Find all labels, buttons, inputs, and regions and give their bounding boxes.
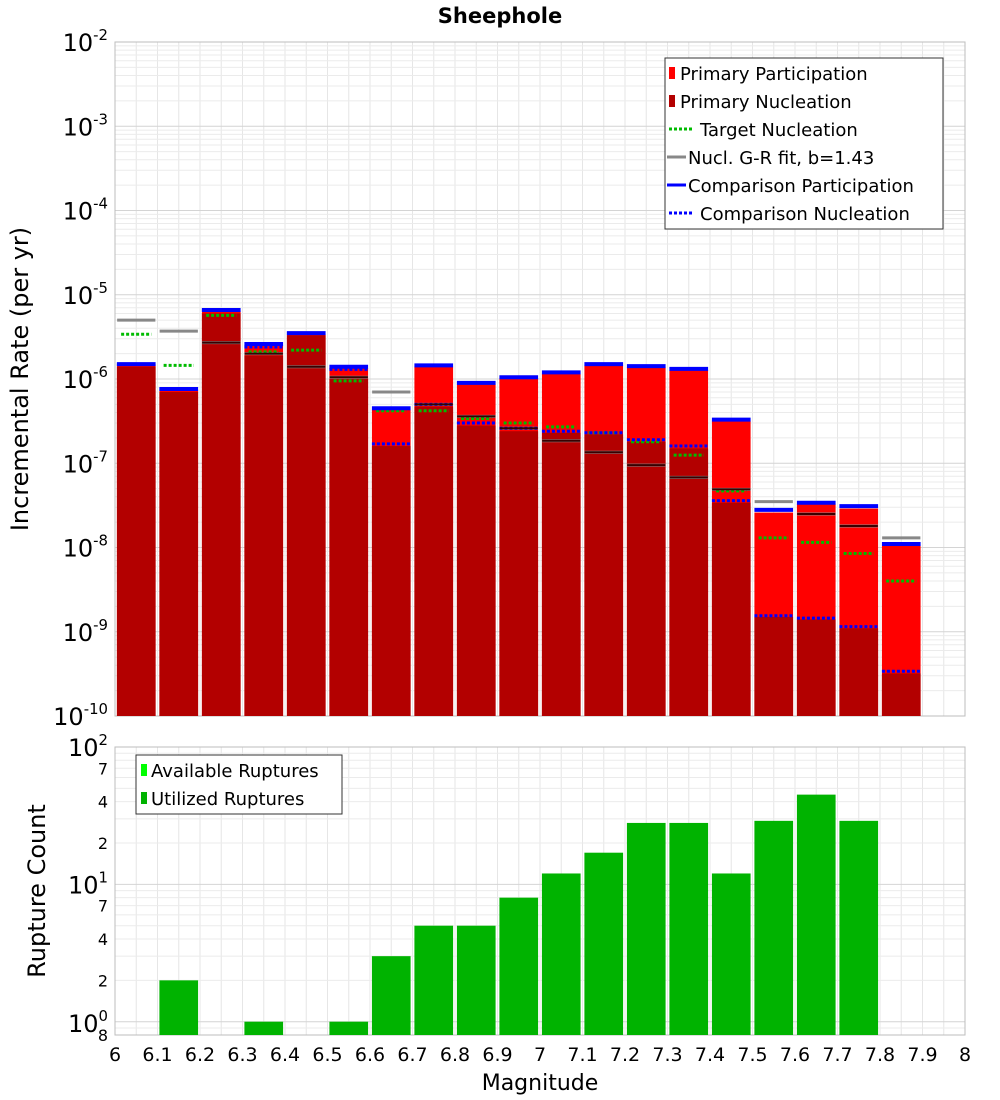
x-tick-label: 7.9: [907, 1044, 937, 1066]
legend-entry: Comparison Participation: [688, 176, 914, 197]
primary-nucleation-bar: [116, 366, 156, 716]
top-legend: Primary Participation Primary Nucleation T…: [664, 57, 944, 230]
utilized-ruptures-bar: [414, 925, 454, 1035]
legend-swatch: [141, 792, 147, 804]
y-axis-label: Rupture Count: [23, 804, 51, 978]
y-tick-label: 10-3: [63, 110, 108, 141]
x-tick-label: 8: [959, 1044, 971, 1066]
x-tick-label: 7.1: [567, 1044, 597, 1066]
x-tick-label: 6.5: [312, 1044, 342, 1066]
primary-nucleation-bar: [414, 406, 454, 716]
primary-nucleation-bar: [286, 335, 326, 716]
primary-nucleation-bar: [796, 619, 836, 716]
utilized-ruptures-bar: [499, 897, 539, 1035]
y-tick-label: 10-8: [63, 532, 108, 563]
y-tick-label: 10-2: [63, 26, 108, 57]
legend-entry: Target Nucleation: [699, 120, 858, 141]
legend-box: [664, 57, 944, 230]
primary-nucleation-bar: [881, 673, 921, 716]
x-tick-label: 7.6: [780, 1044, 810, 1066]
primary-nucleation-bar: [371, 446, 411, 716]
x-tick-label: 7.2: [610, 1044, 640, 1066]
utilized-ruptures-bar: [626, 822, 666, 1035]
x-tick-label: 6: [109, 1044, 121, 1066]
primary-nucleation-bar: [711, 502, 751, 716]
legend-entry: Available Ruptures: [151, 761, 319, 782]
utilized-ruptures-bar: [754, 820, 794, 1035]
y-tick-label: 10-9: [63, 616, 108, 647]
legend-box: [135, 754, 343, 815]
x-tick-label: 6.4: [270, 1044, 300, 1066]
primary-nucleation-bar: [541, 432, 581, 716]
x-tick-label: 6.8: [440, 1044, 470, 1066]
x-tick-label: 6.6: [355, 1044, 385, 1066]
primary-nucleation-bar: [839, 628, 879, 716]
y-tick-label: 10-7: [63, 447, 108, 478]
y-tick-label: 10-5: [63, 279, 108, 310]
y-axis-label: Incremental Rate (per yr): [6, 227, 34, 531]
y-tick-label: 10-6: [63, 363, 108, 394]
legend-entry: Nucl. G-R fit, b=1.43: [688, 148, 874, 169]
y-tick-label: 10-4: [63, 195, 108, 226]
primary-nucleation-bar: [499, 431, 539, 716]
x-tick-label: 7: [534, 1044, 546, 1066]
utilized-ruptures-bar: [159, 980, 199, 1035]
primary-nucleation-bar: [329, 379, 369, 716]
primary-nucleation-bar: [244, 355, 284, 716]
y-tick-label: 102: [68, 731, 108, 762]
primary-nucleation-bar: [456, 425, 496, 716]
utilized-ruptures-bar: [711, 873, 751, 1035]
legend-entry: Primary Participation: [680, 64, 868, 85]
legend-swatch: [669, 95, 675, 107]
x-tick-label: 7.8: [865, 1044, 895, 1066]
y-tick-label: 2: [98, 971, 108, 990]
legend-swatch: [141, 764, 147, 776]
utilized-ruptures-bar: [839, 820, 879, 1035]
y-tick-label: 7: [98, 897, 108, 916]
y-tick-label: 101: [68, 869, 108, 900]
utilized-ruptures-bar: [371, 956, 411, 1035]
bottom-plot-frame: [114, 746, 966, 1036]
x-tick-label: 7.5: [737, 1044, 767, 1066]
utilized-ruptures-bar: [456, 925, 496, 1035]
utilized-ruptures-bar: [541, 873, 581, 1035]
legend-entry: Comparison Nucleation: [700, 204, 910, 225]
bottom-legend: Available Ruptures Utilized Ruptures: [135, 754, 343, 815]
primary-nucleation-bar: [159, 392, 199, 716]
primary-nucleation-bar: [754, 616, 794, 716]
y-tick-label: 2: [98, 834, 108, 853]
primary-nucleation-bar: [669, 448, 709, 716]
primary-nucleation-bar: [626, 441, 666, 716]
utilized-ruptures-bar: [244, 1021, 284, 1035]
chart-title: Sheephole: [438, 4, 562, 28]
y-tick-label: 7: [98, 759, 108, 778]
x-tick-label: 7.4: [695, 1044, 725, 1066]
legend-entry: Utilized Ruptures: [151, 789, 304, 810]
utilized-ruptures-bar: [329, 1021, 369, 1035]
x-tick-label: 6.9: [482, 1044, 512, 1066]
x-axis-label: Magnitude: [482, 1071, 599, 1096]
y-tick-label: 8: [98, 1026, 108, 1045]
legend-swatch: [669, 67, 675, 79]
utilized-ruptures-bar: [584, 852, 624, 1035]
utilized-ruptures-bar: [796, 794, 836, 1035]
y-tick-label: 4: [98, 793, 108, 812]
x-tick-label: 6.3: [227, 1044, 257, 1066]
x-tick-label: 6.2: [185, 1044, 215, 1066]
top-plot-frame: [114, 41, 966, 717]
primary-nucleation-bar: [201, 313, 241, 716]
y-tick-label: 100: [68, 1007, 108, 1038]
x-tick-label: 6.1: [142, 1044, 172, 1066]
utilized-ruptures-bar: [669, 822, 709, 1035]
x-tick-label: 7.3: [652, 1044, 682, 1066]
y-tick-label: 10-10: [53, 700, 108, 731]
primary-nucleation-bar: [584, 434, 624, 716]
y-tick-label: 4: [98, 930, 108, 949]
x-tick-label: 7.7: [822, 1044, 852, 1066]
legend-entry: Primary Nucleation: [680, 92, 852, 113]
x-tick-label: 6.7: [397, 1044, 427, 1066]
